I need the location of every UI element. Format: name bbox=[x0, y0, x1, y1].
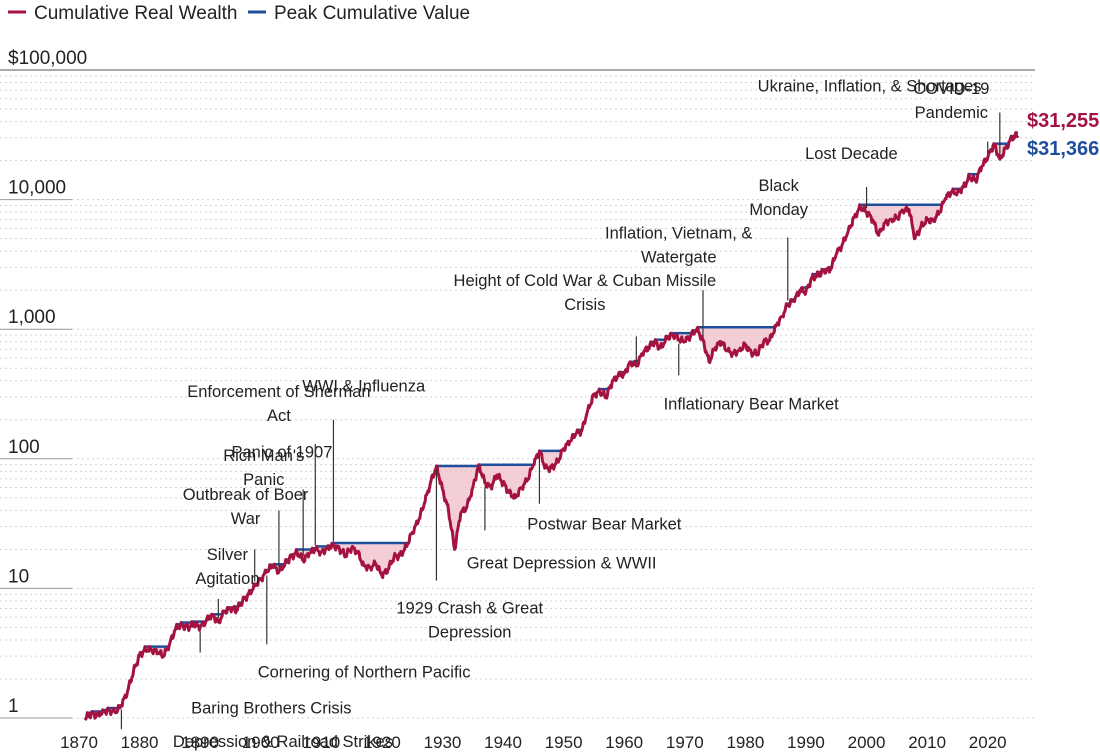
end-label-peak: $31,366 bbox=[1027, 138, 1099, 160]
x-tick-label: 1960 bbox=[605, 733, 643, 752]
annotation: Panic of 1907 bbox=[231, 444, 332, 557]
annotation: Lost Decade bbox=[805, 145, 898, 209]
x-tick-label: 1900 bbox=[242, 733, 280, 752]
x-tick-label: 2020 bbox=[969, 733, 1007, 752]
annotation-label: Rich Man's bbox=[223, 447, 304, 465]
annotation-label: 1929 Crash & Great bbox=[396, 600, 543, 618]
annotation-label: War bbox=[231, 510, 261, 528]
annotation: Height of Cold War & Cuban Missile Crisis bbox=[454, 272, 717, 363]
y-tick-label: 100 bbox=[8, 437, 40, 458]
x-tick-label: 2000 bbox=[848, 733, 886, 752]
drawdown-area bbox=[332, 541, 410, 578]
x-tick-label: 1930 bbox=[424, 733, 462, 752]
x-tick-label: 1950 bbox=[545, 733, 583, 752]
annotation-label: WWI & Influenza bbox=[302, 378, 426, 396]
annotation: Great Depression & WWII bbox=[467, 487, 657, 572]
annotation: Baring Brothers Crisis bbox=[191, 631, 352, 718]
annotation: COVID-19 Pandemic bbox=[913, 80, 989, 154]
gridlines bbox=[0, 69, 1035, 719]
x-tick-label: 1940 bbox=[484, 733, 522, 752]
annotation-label: Baring Brothers Crisis bbox=[191, 700, 351, 718]
annotation: 1929 Crash & Great Depression bbox=[396, 469, 544, 642]
annotation-label: Postwar Bear Market bbox=[527, 515, 681, 533]
annotation: Cornering of Northern Pacific bbox=[258, 575, 471, 682]
annotation-label: Depression bbox=[428, 624, 511, 642]
annotation: Postwar Bear Market bbox=[527, 454, 682, 533]
event-annotations: Depression & Railroad Strikes Baring Brot… bbox=[120, 78, 1001, 751]
annotation-label: Ukraine, Inflation, & Shortages bbox=[758, 78, 982, 96]
annotation-label: Lost Decade bbox=[805, 145, 898, 163]
x-axis-labels: 1870 1880 1890 1900 1910 1920 1930 1940 1950 1960… bbox=[60, 733, 1007, 752]
x-tick-label: 1910 bbox=[302, 733, 340, 752]
x-tick-label: 2010 bbox=[908, 733, 946, 752]
annotation-label: Inflation, Vietnam, & bbox=[605, 225, 752, 243]
annotation: Depression & Railroad Strikes bbox=[120, 709, 393, 751]
x-tick-label: 1990 bbox=[787, 733, 825, 752]
x-tick-label: 1980 bbox=[726, 733, 764, 752]
annotation-label: Black bbox=[759, 177, 800, 195]
legend-label-wealth: Cumulative Real Wealth bbox=[34, 3, 237, 24]
annotation-label: Inflationary Bear Market bbox=[664, 396, 840, 414]
annotation-label: Great Depression & WWII bbox=[467, 554, 657, 572]
annotation: Black Monday bbox=[749, 177, 809, 301]
legend: Cumulative Real Wealth Peak Cumulative V… bbox=[8, 3, 470, 24]
annotation: Outbreak of Boer War bbox=[183, 486, 309, 582]
y-tick-label: 1 bbox=[8, 696, 19, 717]
annotation-label: Act bbox=[267, 407, 291, 425]
x-tick-label: 1870 bbox=[60, 733, 98, 752]
y-axis-labels: 1 10 100 1,000 10,000 $100,000 bbox=[8, 48, 87, 717]
annotation-label: Outbreak of Boer bbox=[183, 486, 309, 504]
annotation-label: COVID-19 bbox=[913, 80, 989, 98]
y-tick-label: 10,000 bbox=[8, 178, 66, 199]
legend-label-peak: Peak Cumulative Value bbox=[274, 3, 470, 24]
annotation-label: Crisis bbox=[564, 296, 605, 314]
annotation: Rich Man's Panic bbox=[223, 447, 304, 568]
annotation-label: Watergate bbox=[641, 249, 717, 267]
x-tick-label: 1890 bbox=[181, 733, 219, 752]
drawdown-area bbox=[478, 464, 534, 499]
annotation-label: Height of Cold War & Cuban Missile bbox=[454, 272, 717, 290]
x-tick-label: 1970 bbox=[666, 733, 704, 752]
annotation-label: Cornering of Northern Pacific bbox=[258, 664, 471, 682]
y-tick-label: $100,000 bbox=[8, 48, 87, 69]
annotation: Inflation, Vietnam, & Watergate bbox=[605, 225, 752, 337]
annotation-label: Panic bbox=[243, 471, 284, 489]
annotation: WWI & Influenza bbox=[302, 378, 426, 542]
drawdown-areas bbox=[85, 132, 1018, 720]
y-tick-label: 1,000 bbox=[8, 307, 56, 328]
x-tick-label: 1920 bbox=[363, 733, 401, 752]
drawdown-area bbox=[697, 325, 775, 363]
annotation: Ukraine, Inflation, & Shortages bbox=[758, 78, 1001, 156]
annotation-label: Silver bbox=[207, 546, 249, 564]
annotation-label: Agitation bbox=[195, 570, 259, 588]
y-tick-label: 10 bbox=[8, 566, 29, 587]
annotation-label: Enforcement of Sherman bbox=[187, 383, 370, 401]
drawdown-area bbox=[436, 464, 479, 550]
annotation-label: Panic of 1907 bbox=[231, 444, 332, 462]
annotation-label: Pandemic bbox=[915, 104, 988, 122]
end-label-wealth: $31,255 bbox=[1027, 110, 1099, 132]
x-tick-label: 1880 bbox=[121, 733, 159, 752]
annotation-label: Monday bbox=[749, 201, 808, 219]
wealth-series-line bbox=[83, 131, 1020, 721]
annotation: Enforcement of Sherman Act bbox=[187, 383, 371, 546]
annotation-label: Depression & Railroad Strikes bbox=[173, 733, 393, 751]
annotation: Inflationary Bear Market bbox=[664, 343, 840, 414]
annotation: Silver Agitation bbox=[195, 546, 260, 619]
